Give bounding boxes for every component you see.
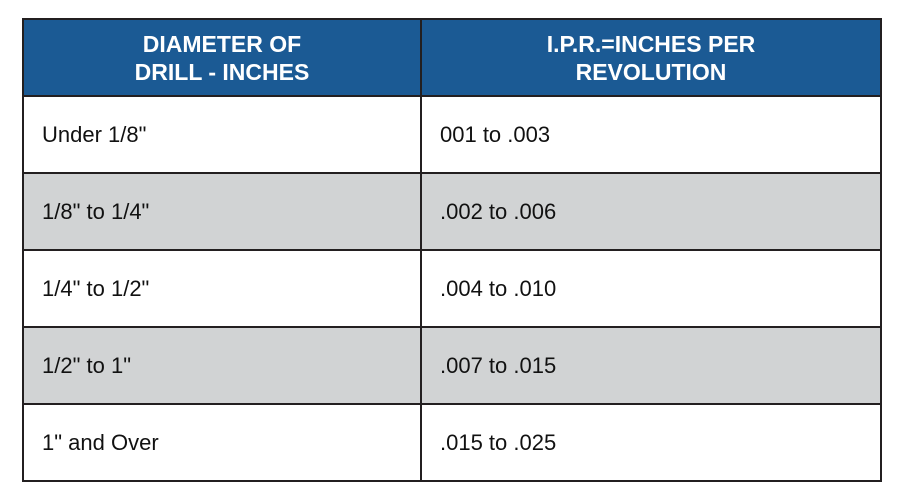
feed-rate-table: DIAMETER OF DRILL - INCHES I.P.R.=INCHES P… <box>22 18 882 482</box>
table-row: 1/8" to 1/4" .002 to .006 <box>22 172 882 251</box>
table-cell: 1/2" to 1" <box>22 326 422 405</box>
header-row: DIAMETER OF DRILL - INCHES I.P.R.=INCHES P… <box>22 18 882 97</box>
header-line: DIAMETER OF <box>142 30 302 57</box>
header-cell: DIAMETER OF DRILL - INCHES <box>22 18 422 97</box>
table-cell: Under 1/8" <box>22 95 422 174</box>
table-row: 1" and Over .015 to .025 <box>22 403 882 482</box>
table-row: Under 1/8" 001 to .003 <box>22 95 882 174</box>
table-cell: 1" and Over <box>22 403 422 482</box>
table-cell: .015 to .025 <box>420 403 882 482</box>
header-line: REVOLUTION <box>575 58 727 85</box>
table-cell: 001 to .003 <box>420 95 882 174</box>
table-cell: .002 to .006 <box>420 172 882 251</box>
header-cell: I.P.R.=INCHES PER REVOLUTION <box>420 18 882 97</box>
table-cell: .007 to .015 <box>420 326 882 405</box>
table-cell: 1/4" to 1/2" <box>22 249 422 328</box>
header-line: I.P.R.=INCHES PER <box>546 30 756 57</box>
table-row: 1/2" to 1" .007 to .015 <box>22 326 882 405</box>
table-row: 1/4" to 1/2" .004 to .010 <box>22 249 882 328</box>
table-cell: .004 to .010 <box>420 249 882 328</box>
table-cell: 1/8" to 1/4" <box>22 172 422 251</box>
header-line: DRILL - INCHES <box>134 58 310 85</box>
